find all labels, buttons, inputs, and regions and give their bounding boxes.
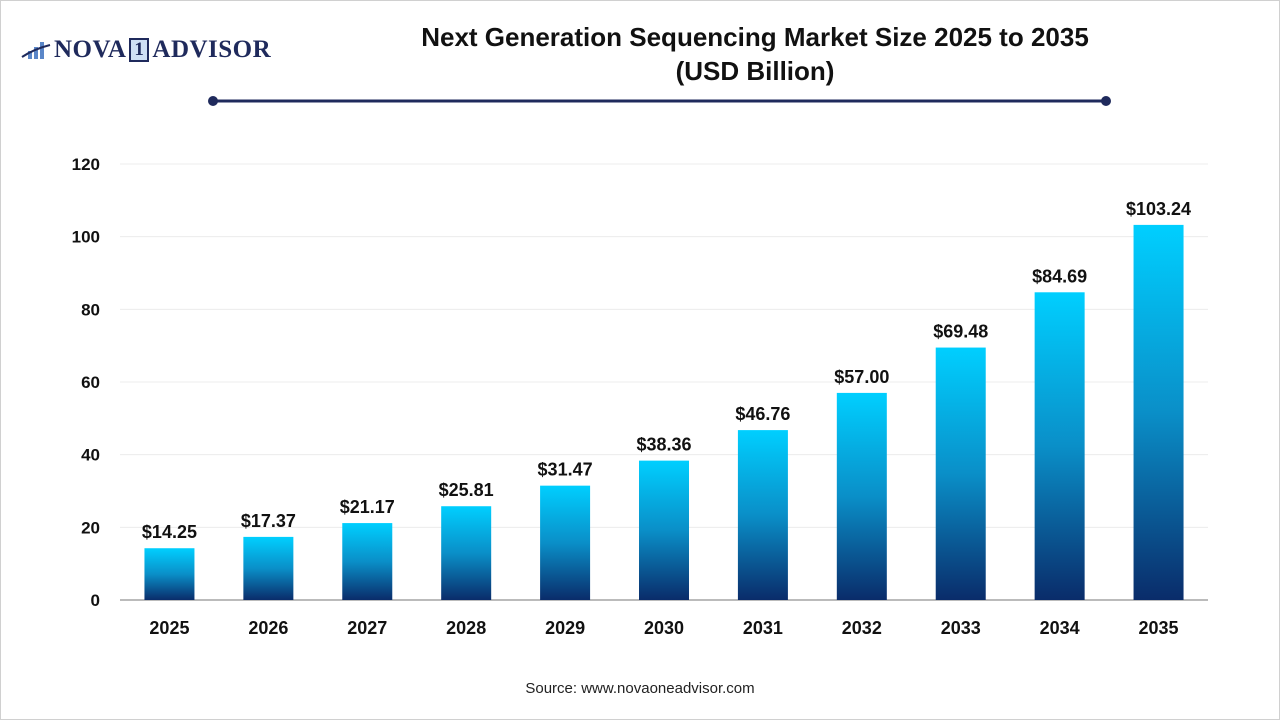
data-label-2035: $103.24	[1126, 199, 1191, 219]
nova-advisor-logo: NOVA 1 ADVISOR	[20, 36, 271, 64]
chart-title-line2: (USD Billion)	[675, 56, 835, 86]
y-tick-label: 120	[72, 155, 100, 174]
logo-text-digit: 1	[129, 38, 150, 62]
bar-2033	[935, 347, 986, 600]
y-tick-label: 0	[91, 591, 100, 610]
data-label-2030: $38.36	[636, 435, 691, 455]
data-label-2025: $14.25	[142, 522, 197, 542]
x-tick-label: 2033	[941, 618, 981, 638]
data-label-2029: $31.47	[538, 460, 593, 480]
bar-2035	[1133, 224, 1184, 601]
y-tick-label: 20	[81, 518, 100, 537]
bar-2029	[540, 485, 591, 600]
logo-text-nova: NOVA	[54, 36, 127, 63]
logo-text-advisor: ADVISOR	[152, 36, 272, 63]
bar-2031	[737, 430, 788, 600]
y-tick-label: 40	[81, 446, 100, 465]
x-tick-label: 2027	[347, 618, 387, 638]
x-tick-label: 2031	[743, 618, 783, 638]
chart-title-line1: Next Generation Sequencing Market Size 2…	[421, 22, 1089, 52]
x-tick-label: 2030	[644, 618, 684, 638]
x-tick-label: 2034	[1040, 618, 1080, 638]
bar-2026	[243, 536, 294, 600]
logo-bars-icon	[21, 42, 51, 59]
bar-2027	[342, 523, 393, 600]
source-note: Source: www.novaoneadvisor.com	[525, 680, 755, 697]
x-tick-label: 2035	[1139, 618, 1179, 638]
x-tick-label: 2029	[545, 618, 585, 638]
y-tick-label: 100	[72, 228, 100, 247]
x-tick-label: 2028	[446, 618, 486, 638]
bar-2025	[144, 548, 195, 600]
data-label-2031: $46.76	[735, 404, 790, 424]
bar-2030	[639, 460, 689, 600]
x-tick-label: 2032	[842, 618, 882, 638]
bar-2028	[441, 506, 492, 600]
data-label-2033: $69.48	[933, 322, 988, 342]
data-label-2027: $21.17	[340, 497, 395, 517]
data-label-2028: $25.81	[439, 480, 494, 500]
bar-2034	[1034, 292, 1085, 600]
data-label-2026: $17.37	[241, 511, 296, 531]
x-tick-label: 2026	[248, 618, 288, 638]
bar-2032	[836, 392, 887, 600]
data-label-2034: $84.69	[1032, 266, 1087, 286]
data-label-2032: $57.00	[834, 367, 889, 387]
chart-title: Next Generation Sequencing Market Size 2…	[305, 20, 1205, 88]
y-tick-label: 60	[81, 373, 100, 392]
y-tick-label: 80	[81, 300, 100, 319]
title-rule	[208, 96, 1111, 106]
x-tick-label: 2025	[149, 618, 189, 638]
